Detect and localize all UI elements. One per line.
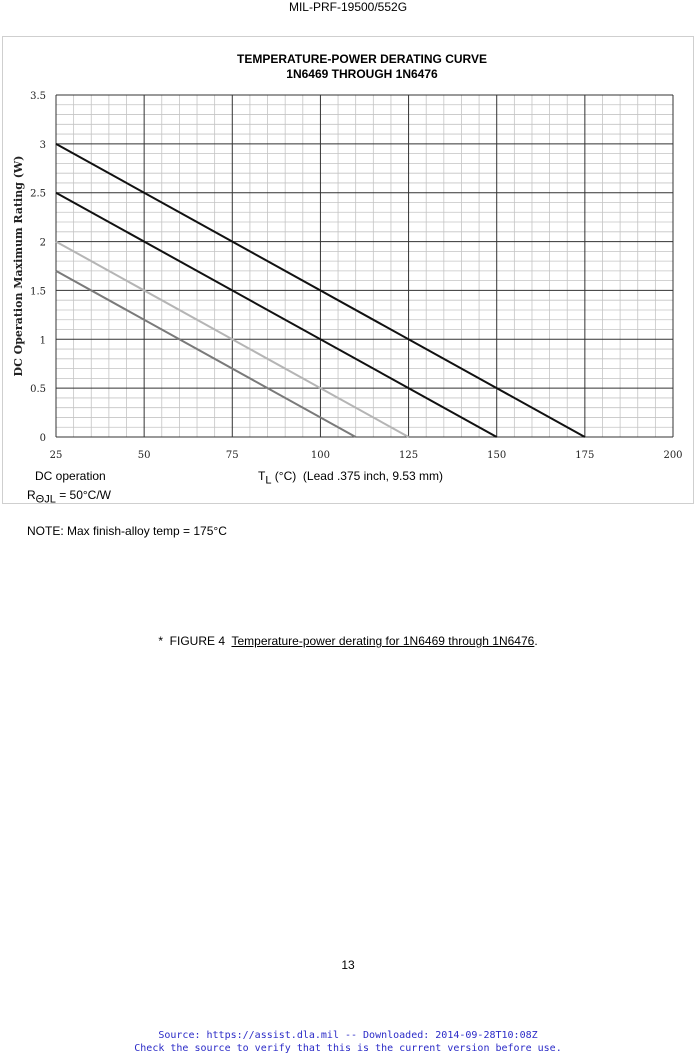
figure-caption: * FIGURE 4 Temperature-power derating fo… xyxy=(0,634,696,648)
chart-subtitle: 1N6469 THROUGH 1N6476 xyxy=(286,67,438,81)
max-temp-note: NOTE: Max finish-alloy temp = 175°C xyxy=(27,524,227,538)
source-line: Source: https://assist.dla.mil -- Downlo… xyxy=(158,1030,538,1041)
minor-grid xyxy=(56,95,673,437)
series-layer xyxy=(55,142,586,438)
y-tick-label: 1.5 xyxy=(30,286,46,297)
series-line-3 xyxy=(55,240,410,438)
y-tick-label: 3.5 xyxy=(30,91,46,102)
series-line-2 xyxy=(55,191,498,438)
series-line-1 xyxy=(55,142,586,438)
y-tick-label: 2.5 xyxy=(30,189,46,200)
x-tick-label: 175 xyxy=(575,450,594,461)
x-tick-label: 100 xyxy=(311,450,330,461)
thermal-resistance-symbol: R xyxy=(27,488,36,502)
x-tick-label: 200 xyxy=(663,450,682,461)
document-id: MIL-PRF-19500/552G xyxy=(288,0,408,14)
x-axis-label-text: (°C) (Lead .375 inch, 9.53 mm) xyxy=(271,469,444,483)
thermal-resistance-value: = 50°C/W xyxy=(55,488,112,502)
x-axis-label-symbol: T xyxy=(258,469,266,483)
x-axis-label: TL (°C) (Lead .375 inch, 9.53 mm) xyxy=(258,469,443,486)
chart-title: TEMPERATURE-POWER DERATING CURVE xyxy=(236,52,487,66)
series-line-4 xyxy=(55,270,357,438)
major-grid xyxy=(55,94,674,438)
dc-operation-label: DC operation xyxy=(35,469,106,483)
y-tick-labels: 0 0.5 1 1.5 2 2.5 3 3.5 xyxy=(30,91,46,444)
derating-chart: 25 50 75 100 125 150 175 200 0 0.5 1 1.5 2 2.5 3 3.5 D… xyxy=(12,91,683,461)
x-tick-label: 50 xyxy=(138,450,151,461)
x-tick-label: 125 xyxy=(399,450,418,461)
x-tick-labels: 25 50 75 100 125 150 175 200 xyxy=(50,450,683,461)
y-tick-label: 0 xyxy=(40,433,46,444)
y-axis-label: DC Operation Maximum Rating (W) xyxy=(12,156,25,377)
caption-text: Temperature-power derating for 1N6469 th… xyxy=(231,634,535,648)
x-axis-label-subscript: L xyxy=(265,474,272,487)
x-tick-label: 25 xyxy=(50,450,63,461)
caption-suffix: . xyxy=(534,634,538,648)
verify-line: Check the source to verify that this is … xyxy=(134,1043,562,1054)
thermal-resistance-subscript: ΘJL xyxy=(35,493,56,506)
chart-title-block: TEMPERATURE-POWER DERATING CURVE 1N6469 … xyxy=(0,52,696,82)
thermal-resistance-note: RΘJL = 50°C/W xyxy=(27,488,111,505)
page-number: 13 xyxy=(341,958,355,972)
y-tick-label: 0.5 xyxy=(30,384,46,395)
figure-frame xyxy=(2,36,694,504)
x-tick-label: 150 xyxy=(487,450,506,461)
y-tick-label: 3 xyxy=(40,140,46,151)
y-tick-label: 2 xyxy=(40,238,46,249)
x-tick-label: 75 xyxy=(226,450,239,461)
y-tick-label: 1 xyxy=(40,335,46,346)
caption-prefix: * FIGURE 4 xyxy=(158,634,232,648)
